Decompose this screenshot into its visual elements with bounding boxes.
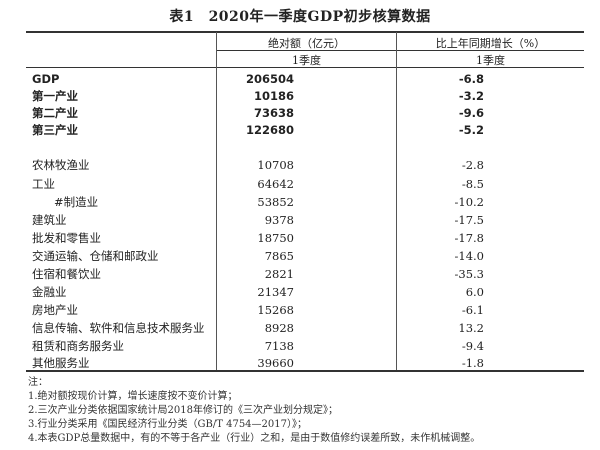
row-value: 15268 — [257, 303, 294, 317]
row-value: 10186 — [253, 89, 294, 103]
row-value: 7138 — [264, 339, 294, 353]
bottom-rule — [26, 370, 584, 372]
header-growth-rate: 比上年同期增长（%） — [435, 37, 546, 50]
notes-heading: 注： — [28, 377, 48, 388]
row-growth: -9.4 — [461, 339, 484, 353]
row-label: GDP — [32, 72, 60, 86]
row-label: 信息传输、软件和信息技术服务业 — [32, 321, 205, 335]
row-label: 金融业 — [32, 285, 67, 299]
header-absolute-value: 绝对额（亿元） — [268, 37, 345, 50]
row-value: 2821 — [264, 267, 294, 281]
row-growth: -2.8 — [461, 158, 484, 172]
row-value: 73638 — [253, 106, 294, 120]
row-growth: -10.2 — [454, 195, 485, 209]
column-divider-2 — [396, 32, 397, 370]
row-value: 7865 — [264, 249, 294, 263]
table-row: 金融业 21347 6.0 — [26, 284, 584, 301]
row-label: 第二产业 — [32, 106, 78, 120]
row-growth: -9.6 — [458, 106, 484, 120]
table-row: 第三产业 122680 -5.2 — [26, 122, 584, 139]
row-growth: -14.0 — [454, 249, 485, 263]
note-item: 2.三次产业分类依据国家统计局2018年修订的《三次产业划分规定》； — [28, 405, 338, 416]
top-rule — [26, 31, 584, 33]
table-row: 信息传输、软件和信息技术服务业 8928 13.2 — [26, 320, 584, 337]
row-label: 房地产业 — [32, 303, 78, 317]
row-value: 18750 — [257, 231, 294, 245]
row-label: 租赁和商务服务业 — [32, 339, 124, 353]
row-label: 批发和零售业 — [32, 231, 101, 245]
row-value: 39660 — [257, 356, 294, 370]
row-growth: -17.5 — [454, 213, 485, 227]
row-growth: 6.0 — [465, 285, 484, 299]
column-divider-1 — [216, 32, 217, 370]
row-value: 122680 — [245, 123, 294, 137]
row-value: 8928 — [264, 321, 294, 335]
table-row: 第二产业 73638 -9.6 — [26, 105, 584, 122]
row-growth: -17.8 — [454, 231, 485, 245]
row-label: 其他服务业 — [32, 356, 90, 370]
table-row: 房地产业 15268 -6.1 — [26, 302, 584, 319]
header-mid-rule — [216, 50, 584, 51]
row-growth: -8.5 — [461, 177, 484, 191]
note-item: 4.本表GDP总量数据中，有的不等于各产业（行业）之和，是由于数值修约误差所致，… — [28, 433, 481, 444]
row-value: 64642 — [257, 177, 294, 191]
row-growth: -6.8 — [458, 72, 484, 86]
table-row: 交通运输、仓储和邮政业 7865 -14.0 — [26, 248, 584, 265]
table-row: GDP 206504 -6.8 — [26, 71, 584, 88]
table-row: 第一产业 10186 -3.2 — [26, 88, 584, 105]
row-label: 农林牧渔业 — [32, 158, 90, 172]
row-label: #制造业 — [54, 195, 99, 209]
row-value: 10708 — [257, 158, 294, 172]
row-growth: -3.2 — [458, 89, 484, 103]
table-row: 住宿和餐饮业 2821 -35.3 — [26, 266, 584, 283]
row-value: 53852 — [257, 195, 294, 209]
table-row: 工业 64642 -8.5 — [26, 176, 584, 193]
row-growth: -5.2 — [458, 123, 484, 137]
note-item: 3.行业分类采用《国民经济行业分类（GB/T 4754—2017）》； — [28, 419, 307, 430]
table-row: 租赁和商务服务业 7138 -9.4 — [26, 338, 584, 355]
table-title: 表1 2020年一季度GDP初步核算数据 — [169, 9, 431, 25]
row-value: 21347 — [257, 285, 294, 299]
table-row: 批发和零售业 18750 -17.8 — [26, 230, 584, 247]
notes-section: 注： 1.绝对额按现价计算，增长速度按不变价计算； 2.三次产业分类依据国家统计… — [28, 376, 480, 446]
header-bottom-rule — [26, 67, 584, 68]
row-label: 工业 — [32, 177, 55, 191]
table-row: 建筑业 9378 -17.5 — [26, 212, 584, 229]
table-row: #制造业 53852 -10.2 — [26, 194, 584, 211]
table-row: 其他服务业 39660 -1.8 — [26, 355, 584, 372]
row-growth: 13.2 — [458, 321, 484, 335]
row-label: 交通运输、仓储和邮政业 — [32, 249, 159, 263]
row-growth: -35.3 — [454, 267, 485, 281]
row-label: 第三产业 — [32, 123, 78, 137]
row-label: 住宿和餐饮业 — [32, 267, 101, 281]
row-label: 第一产业 — [32, 89, 78, 103]
row-label: 建筑业 — [32, 213, 67, 227]
row-value: 206504 — [245, 72, 294, 86]
note-item: 1.绝对额按现价计算，增长速度按不变价计算； — [28, 391, 238, 402]
row-value: 9378 — [264, 213, 294, 227]
header-sub-quarter-growth: 1季度 — [476, 54, 505, 67]
row-growth: -1.8 — [461, 356, 484, 370]
row-growth: -6.1 — [461, 303, 484, 317]
table-row: 农林牧渔业 10708 -2.8 — [26, 157, 584, 174]
header-sub-quarter-abs: 1季度 — [292, 54, 321, 67]
